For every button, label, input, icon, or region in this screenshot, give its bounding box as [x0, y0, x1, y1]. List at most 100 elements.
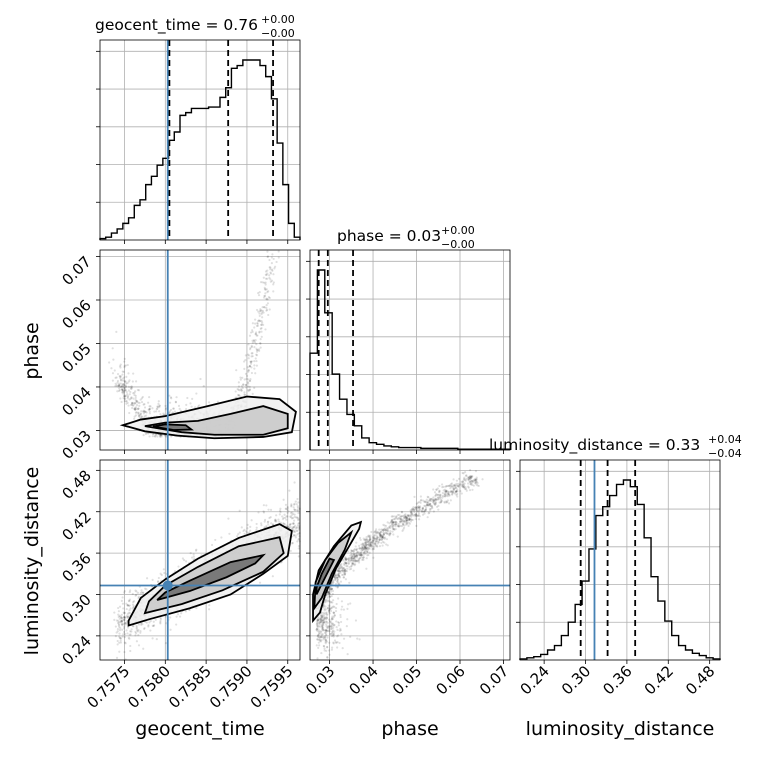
scatter-point — [159, 435, 162, 438]
scatter-point — [328, 595, 332, 598]
scatter-point — [259, 281, 263, 284]
scatter-point — [381, 529, 384, 532]
scatter-point — [425, 504, 428, 507]
scatter-point — [113, 618, 116, 621]
scatter-point — [194, 406, 197, 409]
scatter-point — [263, 306, 266, 309]
scatter-point — [142, 412, 146, 415]
scatter-point — [460, 492, 463, 495]
scatter-point — [259, 342, 262, 345]
scatter-point — [121, 620, 124, 623]
scatter-point — [315, 622, 319, 625]
scatter-point — [442, 485, 445, 488]
scatter-point — [152, 620, 155, 623]
scatter-point — [141, 410, 145, 413]
scatter-point — [258, 310, 262, 313]
scatter-point — [352, 548, 356, 552]
scatter-point — [117, 615, 120, 619]
scatter-point — [242, 383, 245, 386]
scatter-point — [127, 615, 130, 619]
scatter-point — [143, 415, 146, 418]
scatter-point — [328, 641, 331, 644]
scatter-point — [123, 364, 126, 367]
scatter-point — [356, 559, 359, 562]
scatter-point — [140, 589, 143, 592]
scatter-point — [240, 389, 243, 392]
scatter-point — [272, 273, 275, 276]
scatter-point — [130, 628, 133, 631]
scatter-point — [255, 350, 259, 353]
scatter-point — [409, 510, 412, 514]
scatter-point — [257, 319, 260, 323]
panel-frame — [519, 459, 721, 661]
scatter-point — [399, 517, 402, 521]
scatter-point — [125, 602, 128, 605]
scatter-point — [461, 484, 464, 487]
scatter-point — [323, 647, 326, 650]
scatter-point — [199, 377, 202, 381]
scatter-point — [124, 622, 127, 625]
scatter-point — [452, 478, 455, 481]
scatter-point — [243, 367, 246, 370]
scatter-point — [293, 513, 296, 516]
scatter-point — [336, 640, 339, 644]
scatter-point — [257, 319, 261, 322]
scatter-point — [138, 401, 141, 405]
scatter-point — [148, 408, 151, 411]
scatter-point — [286, 515, 289, 518]
scatter-point — [152, 624, 156, 627]
scatter-point — [290, 528, 293, 531]
scatter-point — [190, 556, 194, 559]
scatter-point — [324, 636, 327, 639]
scatter-point — [265, 288, 268, 291]
scatter-point — [143, 410, 146, 413]
scatter-point — [320, 635, 323, 638]
scatter-point — [118, 635, 121, 638]
histogram-luminosity-distance — [519, 479, 721, 660]
scatter-point — [332, 611, 335, 614]
scatter-point — [115, 330, 118, 334]
scatter-point — [135, 411, 138, 414]
scatter-point — [363, 551, 366, 554]
x-tick-label-luminosity-distance: 0.24 — [517, 662, 553, 698]
y-tick-label-luminosity-distance: 0.36 — [58, 549, 94, 585]
scatter-point — [342, 576, 345, 579]
scatter-point — [403, 524, 406, 527]
scatter-point — [117, 606, 120, 610]
title-phase: phase = 0.03 — [337, 227, 441, 245]
scatter-point — [433, 503, 437, 507]
scatter-point — [275, 260, 278, 264]
scatter-point — [169, 628, 172, 631]
scatter-point — [293, 503, 296, 506]
scatter-point — [118, 383, 121, 387]
scatter-point — [296, 524, 299, 527]
scatter-point — [297, 511, 300, 515]
scatter-point — [268, 274, 271, 277]
scatter-point — [132, 605, 135, 608]
scatter-point — [262, 323, 265, 326]
scatter-point — [331, 592, 334, 596]
scatter-point — [143, 410, 146, 413]
scatter-point — [194, 549, 198, 552]
scatter-point — [125, 375, 128, 378]
scatter-point — [284, 516, 287, 520]
scatter-point — [264, 277, 268, 280]
scatter-point — [260, 323, 263, 326]
scatter-point — [437, 508, 440, 511]
scatter-point — [467, 486, 470, 489]
scatter-point — [164, 642, 168, 645]
scatter-point — [374, 543, 377, 546]
scatter-point — [392, 521, 395, 524]
scatter-point — [133, 407, 136, 411]
scatter-point — [261, 309, 265, 313]
scatter-point — [127, 404, 130, 407]
scatter-point — [466, 482, 470, 485]
scatter-point — [257, 292, 260, 295]
scatter-point — [195, 392, 198, 395]
scatter-point — [129, 390, 132, 394]
scatter-point — [336, 646, 339, 649]
scatter-point — [263, 526, 266, 529]
scatter-point — [404, 514, 407, 518]
scatter-point — [346, 618, 349, 621]
scatter-point — [266, 277, 269, 280]
